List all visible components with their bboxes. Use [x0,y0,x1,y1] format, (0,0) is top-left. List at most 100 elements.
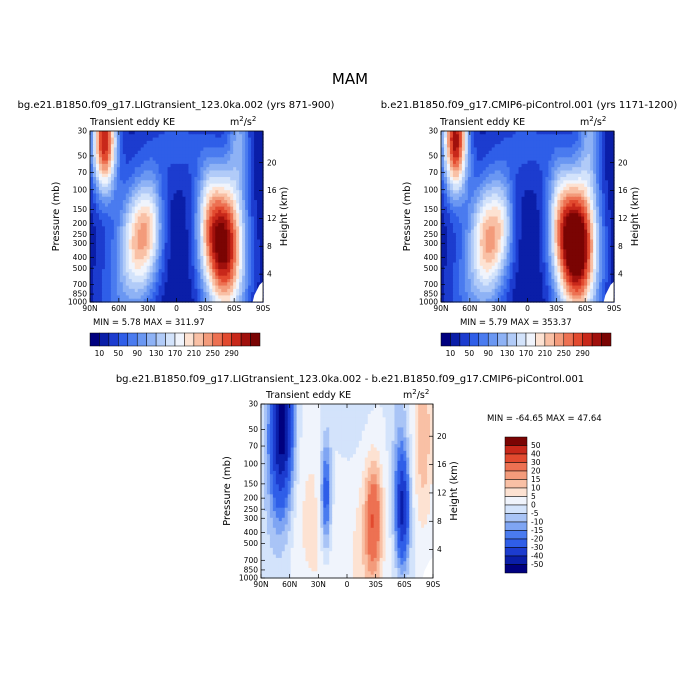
contour-cell [101,157,106,162]
contour-cell [443,134,448,139]
contour-cell [215,269,219,274]
contour-cell [578,219,582,224]
contour-cell [152,213,157,218]
contour-cell [212,298,216,303]
contour-cell [218,157,222,162]
contour-cell [161,255,166,260]
contour-cell [116,285,121,290]
contour-cell [221,288,225,293]
contour-cell [122,219,127,224]
contour-cell [254,209,258,214]
contour-cell [95,242,100,247]
contour-cell [596,186,600,191]
contour-cell [521,183,526,188]
contour-cell [200,223,204,227]
contour-cell [90,190,94,195]
contour-cell [173,255,178,260]
contour-cell [557,213,561,218]
contour-cell [485,219,490,224]
contour-cell [548,180,552,185]
contour-cell [551,150,555,155]
contour-cell [95,193,100,198]
contour-cell [542,190,546,195]
contour-cell [503,131,508,135]
contour-cell [134,216,139,221]
contour-cell [140,219,145,224]
contour-cell [533,140,538,145]
contour-cell [113,177,118,181]
contour-cell [90,265,94,270]
contour-cell [455,226,460,231]
contour-cell [260,177,264,181]
contour-cell [191,236,195,241]
contour-cell [611,232,615,237]
contour-cell [572,160,576,165]
contour-cell [236,272,240,277]
contour-cell [512,213,517,218]
contour-cell [476,209,481,214]
contour-cell [149,193,154,198]
contour-cell [611,196,615,201]
contour-cell [236,203,240,208]
contour-cell [113,295,118,300]
contour-cell [92,219,97,224]
contour-cell [236,223,240,227]
contour-cell [161,200,166,204]
contour-cell [572,147,576,152]
contour-cell [170,246,175,250]
contour-cell [254,288,258,293]
contour-cell [500,236,505,241]
contour-cell [197,282,201,287]
contour-cell [152,275,157,280]
contour-cell [590,134,594,139]
contour-cell [155,285,160,290]
contour-cell [512,209,517,214]
contour-cell [110,190,115,195]
y-tick-label: 500 [73,264,88,273]
contour-cell [101,285,106,290]
contour-cell [470,154,475,158]
contour-cell [194,147,198,152]
contour-cell [128,180,133,185]
contour-cell [491,186,496,191]
contour-cell [593,186,597,191]
contour-cell [464,180,469,185]
contour-cell [95,255,100,260]
contour-cell [140,239,145,244]
contour-cell [611,180,615,185]
contour-cell [455,229,460,234]
contour-cell [212,186,216,191]
contour-cell [560,196,564,201]
contour-cell [491,196,496,201]
contour-cell [194,177,198,181]
contour-cell [515,229,520,234]
contour-cell [155,177,160,181]
contour-cell [512,150,517,155]
contour-cell [455,167,460,172]
contour-cell [95,206,100,211]
contour-cell [125,213,130,218]
contour-cell [110,209,115,214]
contour-cell [587,213,591,218]
contour-cell [500,232,505,237]
contour-cell [545,229,549,234]
contour-cell [545,180,549,185]
contour-cell [203,140,207,145]
contour-fill [441,131,615,303]
contour-cell [449,131,454,135]
contour-cell [173,295,178,300]
contour-cell [206,186,210,191]
contour-cell [197,226,201,231]
contour-cell [455,216,460,221]
contour-cell [200,252,204,257]
contour-cell [227,216,231,221]
contour-cell [242,292,246,297]
contour-cell [242,150,246,155]
contour-cell [143,216,148,221]
contour-cell [482,160,487,165]
contour-cell [476,144,481,149]
contour-cell [167,226,172,231]
contour-cell [90,140,94,145]
contour-cell [596,144,600,149]
contour-cell [221,144,225,149]
